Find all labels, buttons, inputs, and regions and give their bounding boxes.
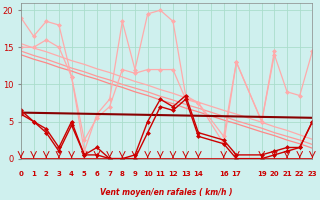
X-axis label: Vent moyen/en rafales ( km/h ): Vent moyen/en rafales ( km/h ) [100, 188, 233, 197]
